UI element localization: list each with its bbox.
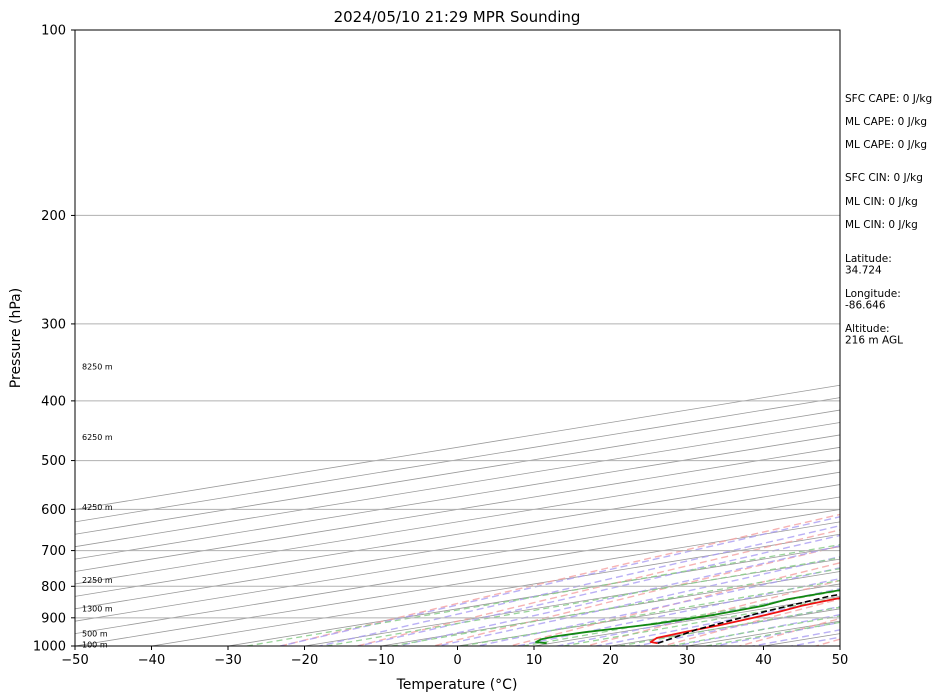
- height-label: 6250 m: [82, 433, 113, 442]
- x-tick-label: 10: [526, 653, 543, 668]
- sounding-stats: SFC CAPE: 0 J/kg ML CAPE: 0 J/kg ML CAPE: …: [845, 93, 932, 347]
- stat-value: 34.724: [845, 265, 882, 277]
- isotherm: [75, 446, 840, 572]
- dry-adiabat: [660, 598, 840, 646]
- stat-line: SFC CIN: 0 J/kg: [845, 172, 923, 184]
- isotherm: [75, 434, 840, 560]
- x-axis: −50 −40 −30 −20 −10 0 10 20 30 40 50: [61, 646, 848, 668]
- height-label: 4250 m: [82, 503, 113, 512]
- pressure-grid: [75, 29, 840, 647]
- isotherm: [75, 496, 840, 622]
- y-tick-label: 300: [41, 317, 66, 332]
- height-label: 1300 m: [82, 605, 113, 614]
- dry-adiabat: [925, 16, 947, 659]
- data-series: [535, 589, 840, 645]
- mixing-ratio-line: [462, 579, 840, 646]
- moist-adiabat: [394, 545, 840, 646]
- mixing-ratio-line: [246, 544, 840, 646]
- x-tick-label: −20: [291, 653, 318, 668]
- x-tick-label: 0: [453, 653, 461, 668]
- isotherm: [75, 471, 840, 597]
- moist-adiabat: [671, 613, 840, 646]
- stat-line: SFC CAPE: 0 J/kg: [845, 93, 932, 105]
- y-axis-label: Pressure (hPa): [8, 288, 24, 388]
- moist-adiabat: [277, 516, 840, 646]
- x-tick-label: −40: [138, 653, 165, 668]
- stat-line: ML CIN: 0 J/kg: [845, 219, 918, 231]
- y-tick-label: 200: [41, 209, 66, 224]
- stat-value: 216 m AGL: [845, 335, 903, 347]
- height-labels: 8250 m 6250 m 4250 m 2250 m 1300 m 500 m 100 m: [82, 363, 113, 650]
- dewpoint-line: [535, 589, 840, 645]
- isotherm: [302, 558, 840, 646]
- dry-adiabat: [277, 513, 840, 646]
- plot-frame: [74, 29, 841, 647]
- moist-adiabat: [592, 597, 840, 646]
- y-tick-label: 400: [41, 394, 66, 409]
- height-label: 500 m: [82, 630, 108, 639]
- x-tick-label: 30: [679, 653, 696, 668]
- dry-adiabat: [507, 562, 840, 646]
- x-tick-label: −30: [214, 653, 241, 668]
- background-lines: [75, 16, 947, 659]
- x-tick-label: 40: [755, 653, 772, 668]
- x-axis-label: Temperature (°C): [396, 677, 518, 693]
- y-tick-label: 900: [41, 611, 66, 626]
- temperature-line: [649, 597, 840, 645]
- y-tick-label: 700: [41, 544, 66, 559]
- parcel-line: [657, 593, 840, 645]
- isotherm: [75, 459, 840, 585]
- stat-value: -86.646: [845, 300, 886, 312]
- stat-line: ML CIN: 0 J/kg: [845, 196, 918, 208]
- stat-label: Latitude:: [845, 253, 892, 265]
- y-axis: 1000 900 800 700 600 500 400 300 200 100: [33, 24, 75, 655]
- stat-line: ML CAPE: 0 J/kg: [845, 139, 927, 151]
- chart-title: 2024/05/10 21:29 MPR Sounding: [334, 8, 581, 26]
- y-tick-label: 1000: [33, 640, 66, 655]
- isotherm: [75, 509, 840, 635]
- mixing-ratio-line: [563, 597, 840, 646]
- isotherm: [149, 533, 840, 646]
- y-tick-label: 600: [41, 503, 66, 518]
- isotherm: [225, 546, 840, 646]
- x-tick-label: −50: [61, 653, 88, 668]
- dry-adiabat: [430, 545, 840, 646]
- stat-label: Longitude:: [845, 288, 901, 300]
- stat-label: Altitude:: [845, 323, 890, 335]
- height-label: 100 m: [82, 641, 108, 650]
- y-tick-label: 100: [41, 24, 66, 39]
- y-tick-label: 800: [41, 580, 66, 595]
- height-label: 8250 m: [82, 363, 113, 372]
- isotherm: [75, 484, 840, 610]
- x-tick-label: 50: [832, 653, 849, 668]
- x-tick-label: −10: [367, 653, 394, 668]
- isotherm: [75, 521, 840, 646]
- mixing-ratio-line: [391, 568, 840, 646]
- moist-adiabat: [474, 567, 840, 646]
- height-label: 2250 m: [82, 576, 113, 585]
- stat-line: ML CAPE: 0 J/kg: [845, 116, 927, 128]
- y-tick-label: 500: [41, 454, 66, 469]
- x-tick-label: 20: [602, 653, 619, 668]
